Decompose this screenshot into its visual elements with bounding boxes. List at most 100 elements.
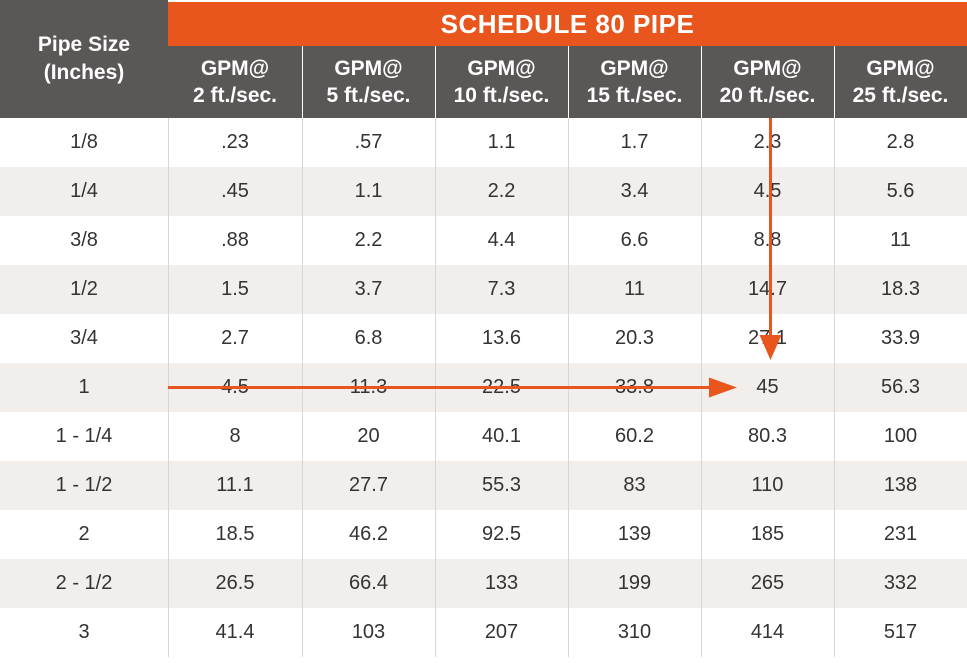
gpm-cell: 414	[750, 621, 785, 643]
gpm-cell: 8.8	[753, 229, 782, 251]
pipe-size-cell: 1 - 1/2	[55, 474, 113, 496]
header-background	[0, 0, 168, 118]
gpm-cell: 11.3	[349, 376, 388, 398]
gpm-cell: 3.7	[354, 278, 383, 300]
gpm-cell: 18.5	[215, 523, 255, 545]
gpm-cell: 199	[617, 572, 652, 594]
column-header-line: 10 ft./sec.	[453, 84, 550, 107]
gpm-cell: 265	[750, 572, 785, 594]
header-divider	[834, 46, 835, 118]
header-divider	[701, 46, 702, 118]
header-divider	[302, 46, 303, 118]
column-header-6: GPM@ 25 ft./sec.	[834, 46, 967, 118]
pipe-size-cell: 1/2	[70, 278, 98, 300]
pipe-size-cell: 2 - 1/2	[55, 572, 113, 594]
gpm-cell: 11.1	[216, 474, 254, 496]
gpm-cell: 231	[883, 523, 918, 545]
table-row: 2 - 1/2 26.5 66.4 133 199 265 332	[0, 559, 967, 608]
gpm-cell: 1.1	[354, 180, 383, 202]
table-title: SCHEDULE 80 PIPE	[168, 2, 967, 46]
gpm-cell: 80.3	[748, 425, 787, 447]
gpm-cell: 4.5	[221, 376, 249, 398]
gpm-cell: 3.4	[620, 180, 649, 202]
column-divider	[302, 118, 303, 657]
gpm-cell: 27.1	[748, 327, 787, 349]
table-row: 1 - 1/4 8 20 40.1 60.2 80.3 100	[0, 412, 967, 461]
column-header-line: 25 ft./sec.	[852, 84, 949, 107]
gpm-cell: 13.6	[482, 327, 521, 349]
column-header-4: GPM@ 15 ft./sec.	[568, 46, 701, 118]
gpm-cell: 139	[617, 523, 652, 545]
gpm-cell: 4.4	[487, 229, 516, 251]
gpm-cell: 66.4	[349, 572, 388, 594]
table-row: 2 18.5 46.2 92.5 139 185 231	[0, 510, 967, 559]
gpm-cell: 1.7	[620, 131, 649, 153]
column-divider	[568, 118, 569, 657]
column-header-5: GPM@ 20 ft./sec.	[701, 46, 834, 118]
table-row: 3/8 .88 2.2 4.4 6.6 8.8 11	[0, 216, 967, 265]
table-row: 1/4 .45 1.1 2.2 3.4 4.5 5.6	[0, 167, 967, 216]
gpm-cell: 4.5	[753, 180, 782, 202]
gpm-cell: 517	[883, 621, 918, 643]
gpm-cell: 2.3	[753, 131, 782, 153]
column-header-line: GPM@	[866, 57, 935, 80]
column-header-line: 20 ft./sec.	[719, 84, 816, 107]
gpm-cell: 20	[357, 425, 380, 447]
gpm-cell: 7.3	[487, 278, 516, 300]
gpm-cell: 6.6	[620, 229, 649, 251]
table-row: 1/8 .23 .57 1.1 1.7 2.3 2.8	[0, 118, 967, 167]
pipe-size-cell: 1/4	[70, 180, 98, 202]
pipe-size-cell: 2	[78, 523, 90, 545]
column-header-line: 2 ft./sec.	[192, 84, 278, 107]
gpm-cell: 14.7	[748, 278, 787, 300]
gpm-cell: 5.6	[886, 180, 915, 202]
column-header-line: 15 ft./sec.	[586, 84, 683, 107]
gpm-cell: 2.8	[886, 131, 915, 153]
column-divider	[435, 118, 436, 657]
gpm-cell: 46.2	[349, 523, 388, 545]
pipe-size-cell: 1	[78, 376, 90, 398]
gpm-cell: 27.7	[349, 474, 388, 496]
gpm-cell: 138	[883, 474, 918, 496]
pipe-size-header-line2: (Inches)	[43, 61, 125, 84]
column-header-1: GPM@ 2 ft./sec.	[168, 46, 302, 118]
column-header-line: 5 ft./sec.	[326, 84, 411, 107]
gpm-cell: 310	[617, 621, 652, 643]
gpm-cell: 56.3	[881, 376, 920, 398]
table-row: 1 4.5 11.3 22.5 33.8 45 56.3	[0, 363, 967, 412]
column-header-2: GPM@ 5 ft./sec.	[302, 46, 435, 118]
gpm-cell: 41.4	[215, 621, 255, 643]
table-row: 3 41.4 103 207 310 414 517	[0, 608, 967, 657]
gpm-cell: 1.1	[487, 131, 516, 153]
header-divider	[435, 46, 436, 118]
pipe-size-header: Pipe Size (Inches)	[0, 0, 168, 118]
column-header-line: GPM@	[467, 57, 536, 80]
gpm-cell: 100	[883, 425, 918, 447]
gpm-cell: 33.8	[615, 376, 654, 398]
pipe-size-cell: 3/4	[70, 327, 98, 349]
gpm-cell: 20.3	[615, 327, 654, 349]
column-header-line: GPM@	[733, 57, 802, 80]
gpm-cell: 11	[890, 229, 911, 251]
column-header-line: GPM@	[334, 57, 403, 80]
pipe-size-cell: 3	[78, 621, 90, 643]
gpm-cell: 6.8	[354, 327, 383, 349]
gpm-cell: 22.5	[482, 376, 521, 398]
pipe-size-cell: 3/8	[70, 229, 98, 251]
gpm-cell: 33.9	[881, 327, 920, 349]
gpm-cell: .88	[221, 229, 249, 251]
gpm-cell: 18.3	[881, 278, 920, 300]
gpm-cell: 8	[229, 425, 241, 447]
gpm-cell: 110	[751, 474, 784, 496]
pipe-size-cell: 1 - 1/4	[55, 425, 113, 447]
gpm-cell: 11	[624, 278, 645, 300]
gpm-cell: .57	[354, 131, 383, 153]
gpm-cell: 103	[351, 621, 386, 643]
gpm-cell: 60.2	[615, 425, 654, 447]
gpm-cell: 83	[623, 474, 646, 496]
gpm-cell: .45	[221, 180, 249, 202]
column-header-background	[168, 46, 967, 118]
gpm-cell: 2.2	[354, 229, 383, 251]
gpm-cell: 26.5	[215, 572, 255, 594]
